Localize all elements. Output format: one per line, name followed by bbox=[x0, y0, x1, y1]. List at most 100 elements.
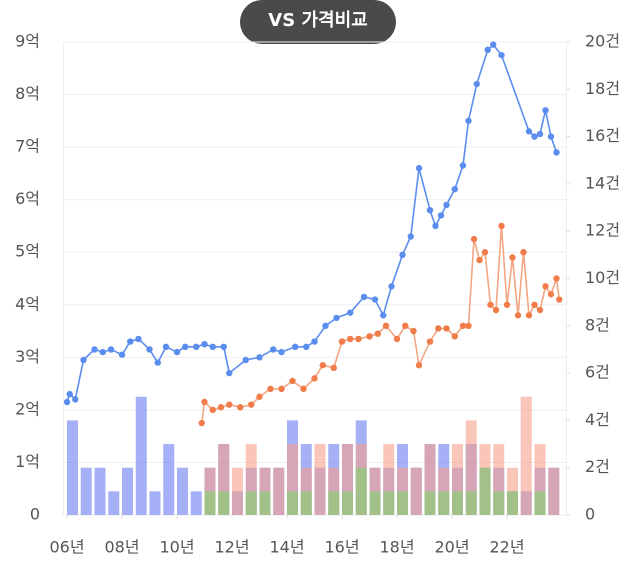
bar bbox=[300, 491, 312, 515]
point bbox=[220, 343, 227, 351]
point bbox=[547, 291, 555, 298]
point bbox=[242, 356, 249, 364]
point bbox=[487, 301, 494, 308]
point bbox=[289, 377, 296, 385]
point bbox=[355, 335, 362, 343]
point bbox=[443, 325, 450, 332]
bar bbox=[80, 467, 92, 515]
y-tick-label: 9억 bbox=[15, 32, 40, 51]
y-tick-label: 8억 bbox=[15, 84, 40, 103]
point bbox=[553, 149, 560, 156]
bar bbox=[452, 491, 463, 515]
bar bbox=[507, 491, 518, 515]
y2-tick-label: 0 bbox=[585, 505, 595, 524]
point bbox=[347, 309, 354, 316]
bar bbox=[342, 444, 353, 515]
bar bbox=[273, 467, 285, 515]
point bbox=[503, 301, 511, 308]
point bbox=[135, 335, 142, 343]
y-tick-label: 0 bbox=[30, 505, 40, 524]
point bbox=[556, 296, 563, 303]
point bbox=[72, 396, 79, 403]
point bbox=[393, 335, 401, 343]
y-tick-label: 6억 bbox=[15, 189, 40, 208]
point bbox=[99, 348, 106, 356]
bar bbox=[410, 467, 422, 515]
point bbox=[226, 401, 233, 408]
point bbox=[107, 346, 115, 353]
point bbox=[322, 322, 329, 329]
point bbox=[498, 222, 505, 230]
bar bbox=[108, 491, 120, 515]
point bbox=[366, 333, 373, 340]
y-tick-label: 2억 bbox=[15, 399, 40, 418]
y2-tick-label: 8건 bbox=[585, 315, 610, 334]
bar bbox=[465, 420, 477, 515]
y-tick-label: 7억 bbox=[15, 137, 40, 156]
point bbox=[525, 128, 533, 135]
y2-tick-label: 14건 bbox=[585, 173, 620, 192]
point bbox=[451, 333, 458, 340]
point bbox=[146, 346, 153, 353]
point bbox=[465, 117, 472, 125]
bar bbox=[520, 396, 532, 515]
bar bbox=[67, 420, 78, 515]
bar bbox=[493, 444, 505, 515]
line bbox=[66, 43, 558, 403]
point bbox=[542, 107, 549, 114]
bar bbox=[259, 491, 271, 515]
bar bbox=[218, 491, 230, 515]
point bbox=[481, 249, 489, 256]
point bbox=[426, 206, 434, 214]
point bbox=[162, 343, 170, 351]
y2-tick-label: 2건 bbox=[585, 457, 610, 476]
point bbox=[547, 133, 555, 140]
point bbox=[256, 393, 263, 400]
point bbox=[63, 398, 71, 406]
bar bbox=[493, 491, 505, 515]
bar bbox=[218, 444, 230, 515]
bar bbox=[383, 444, 395, 515]
y2-tick-label: 10건 bbox=[585, 268, 620, 287]
x-tick-label: 12년 bbox=[214, 538, 249, 557]
point bbox=[388, 283, 395, 290]
x-tick-label: 18년 bbox=[379, 538, 414, 557]
point bbox=[399, 251, 406, 259]
point bbox=[66, 390, 73, 398]
point bbox=[193, 343, 200, 351]
point bbox=[520, 249, 527, 256]
point bbox=[248, 401, 255, 408]
point bbox=[319, 362, 326, 369]
point bbox=[484, 46, 491, 54]
point bbox=[300, 385, 307, 393]
y-tick-label: 5억 bbox=[15, 242, 40, 261]
point bbox=[451, 185, 458, 193]
point bbox=[154, 359, 161, 366]
y-tick-label: 4억 bbox=[15, 294, 40, 313]
bar bbox=[424, 444, 436, 515]
bar bbox=[397, 491, 408, 515]
bar bbox=[177, 467, 188, 515]
point bbox=[415, 362, 423, 369]
point bbox=[459, 322, 467, 329]
y2-tick-label: 16건 bbox=[585, 126, 620, 145]
point bbox=[437, 212, 445, 219]
point bbox=[198, 419, 205, 427]
point bbox=[347, 335, 354, 343]
point bbox=[426, 338, 434, 345]
point bbox=[311, 375, 318, 382]
point bbox=[470, 235, 478, 243]
point bbox=[531, 301, 538, 308]
y-tick-label: 3억 bbox=[15, 347, 40, 366]
point bbox=[330, 364, 337, 372]
point bbox=[553, 275, 560, 282]
point bbox=[278, 348, 285, 356]
bar bbox=[314, 444, 326, 515]
x-tick-label: 14년 bbox=[269, 538, 304, 557]
point bbox=[536, 306, 544, 314]
point bbox=[127, 338, 134, 345]
y-tick-label: 1억 bbox=[15, 452, 40, 471]
point bbox=[410, 327, 417, 335]
x-tick-label: 22년 bbox=[489, 538, 524, 557]
y2-tick-label: 20건 bbox=[585, 32, 620, 51]
